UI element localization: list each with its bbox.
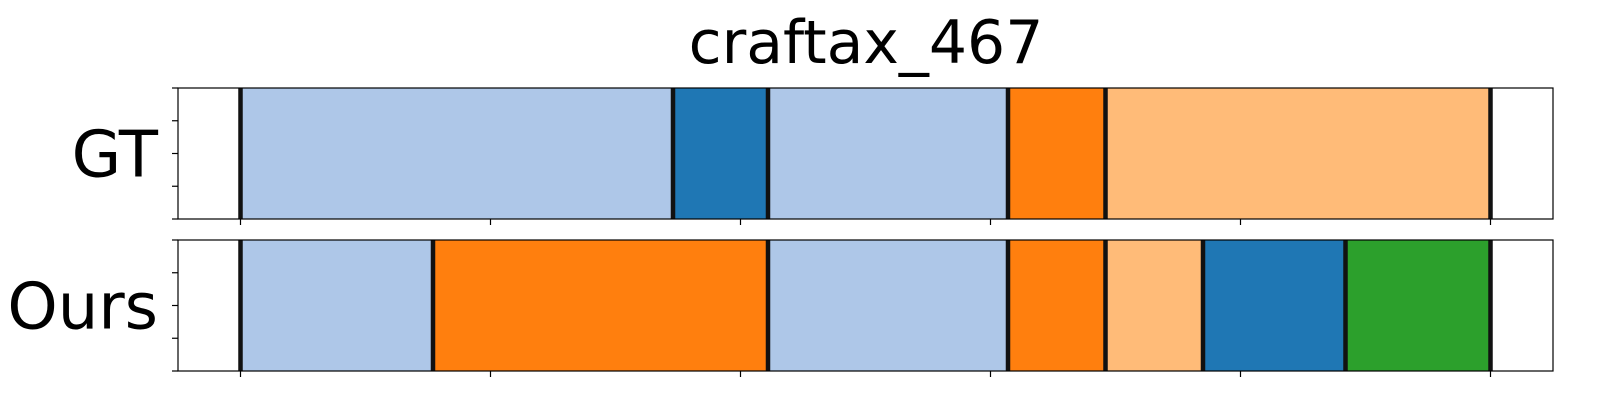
segment-ours-1	[433, 240, 768, 371]
segment-ours-2	[768, 240, 1008, 371]
segment-gt-2	[768, 88, 1008, 219]
segment-gt-1	[673, 88, 768, 219]
segment-ours-4	[1105, 240, 1203, 371]
segment-ours-0	[240, 240, 433, 371]
row-panel-gt: GT	[72, 87, 1554, 225]
segment-gt-4	[1105, 88, 1491, 219]
segment-gt-3	[1008, 88, 1106, 219]
segment-ours-3	[1008, 240, 1106, 371]
segment-ours-6	[1345, 240, 1491, 371]
row-label-ours: Ours	[7, 271, 158, 345]
row-panel-ours: Ours	[7, 239, 1554, 377]
rows-layer: GT Ours	[7, 87, 1554, 377]
segment-gt-0	[240, 88, 673, 219]
row-label-gt: GT	[72, 119, 159, 193]
chart-title: craftax_467	[689, 8, 1044, 78]
segment-ours-5	[1203, 240, 1346, 371]
